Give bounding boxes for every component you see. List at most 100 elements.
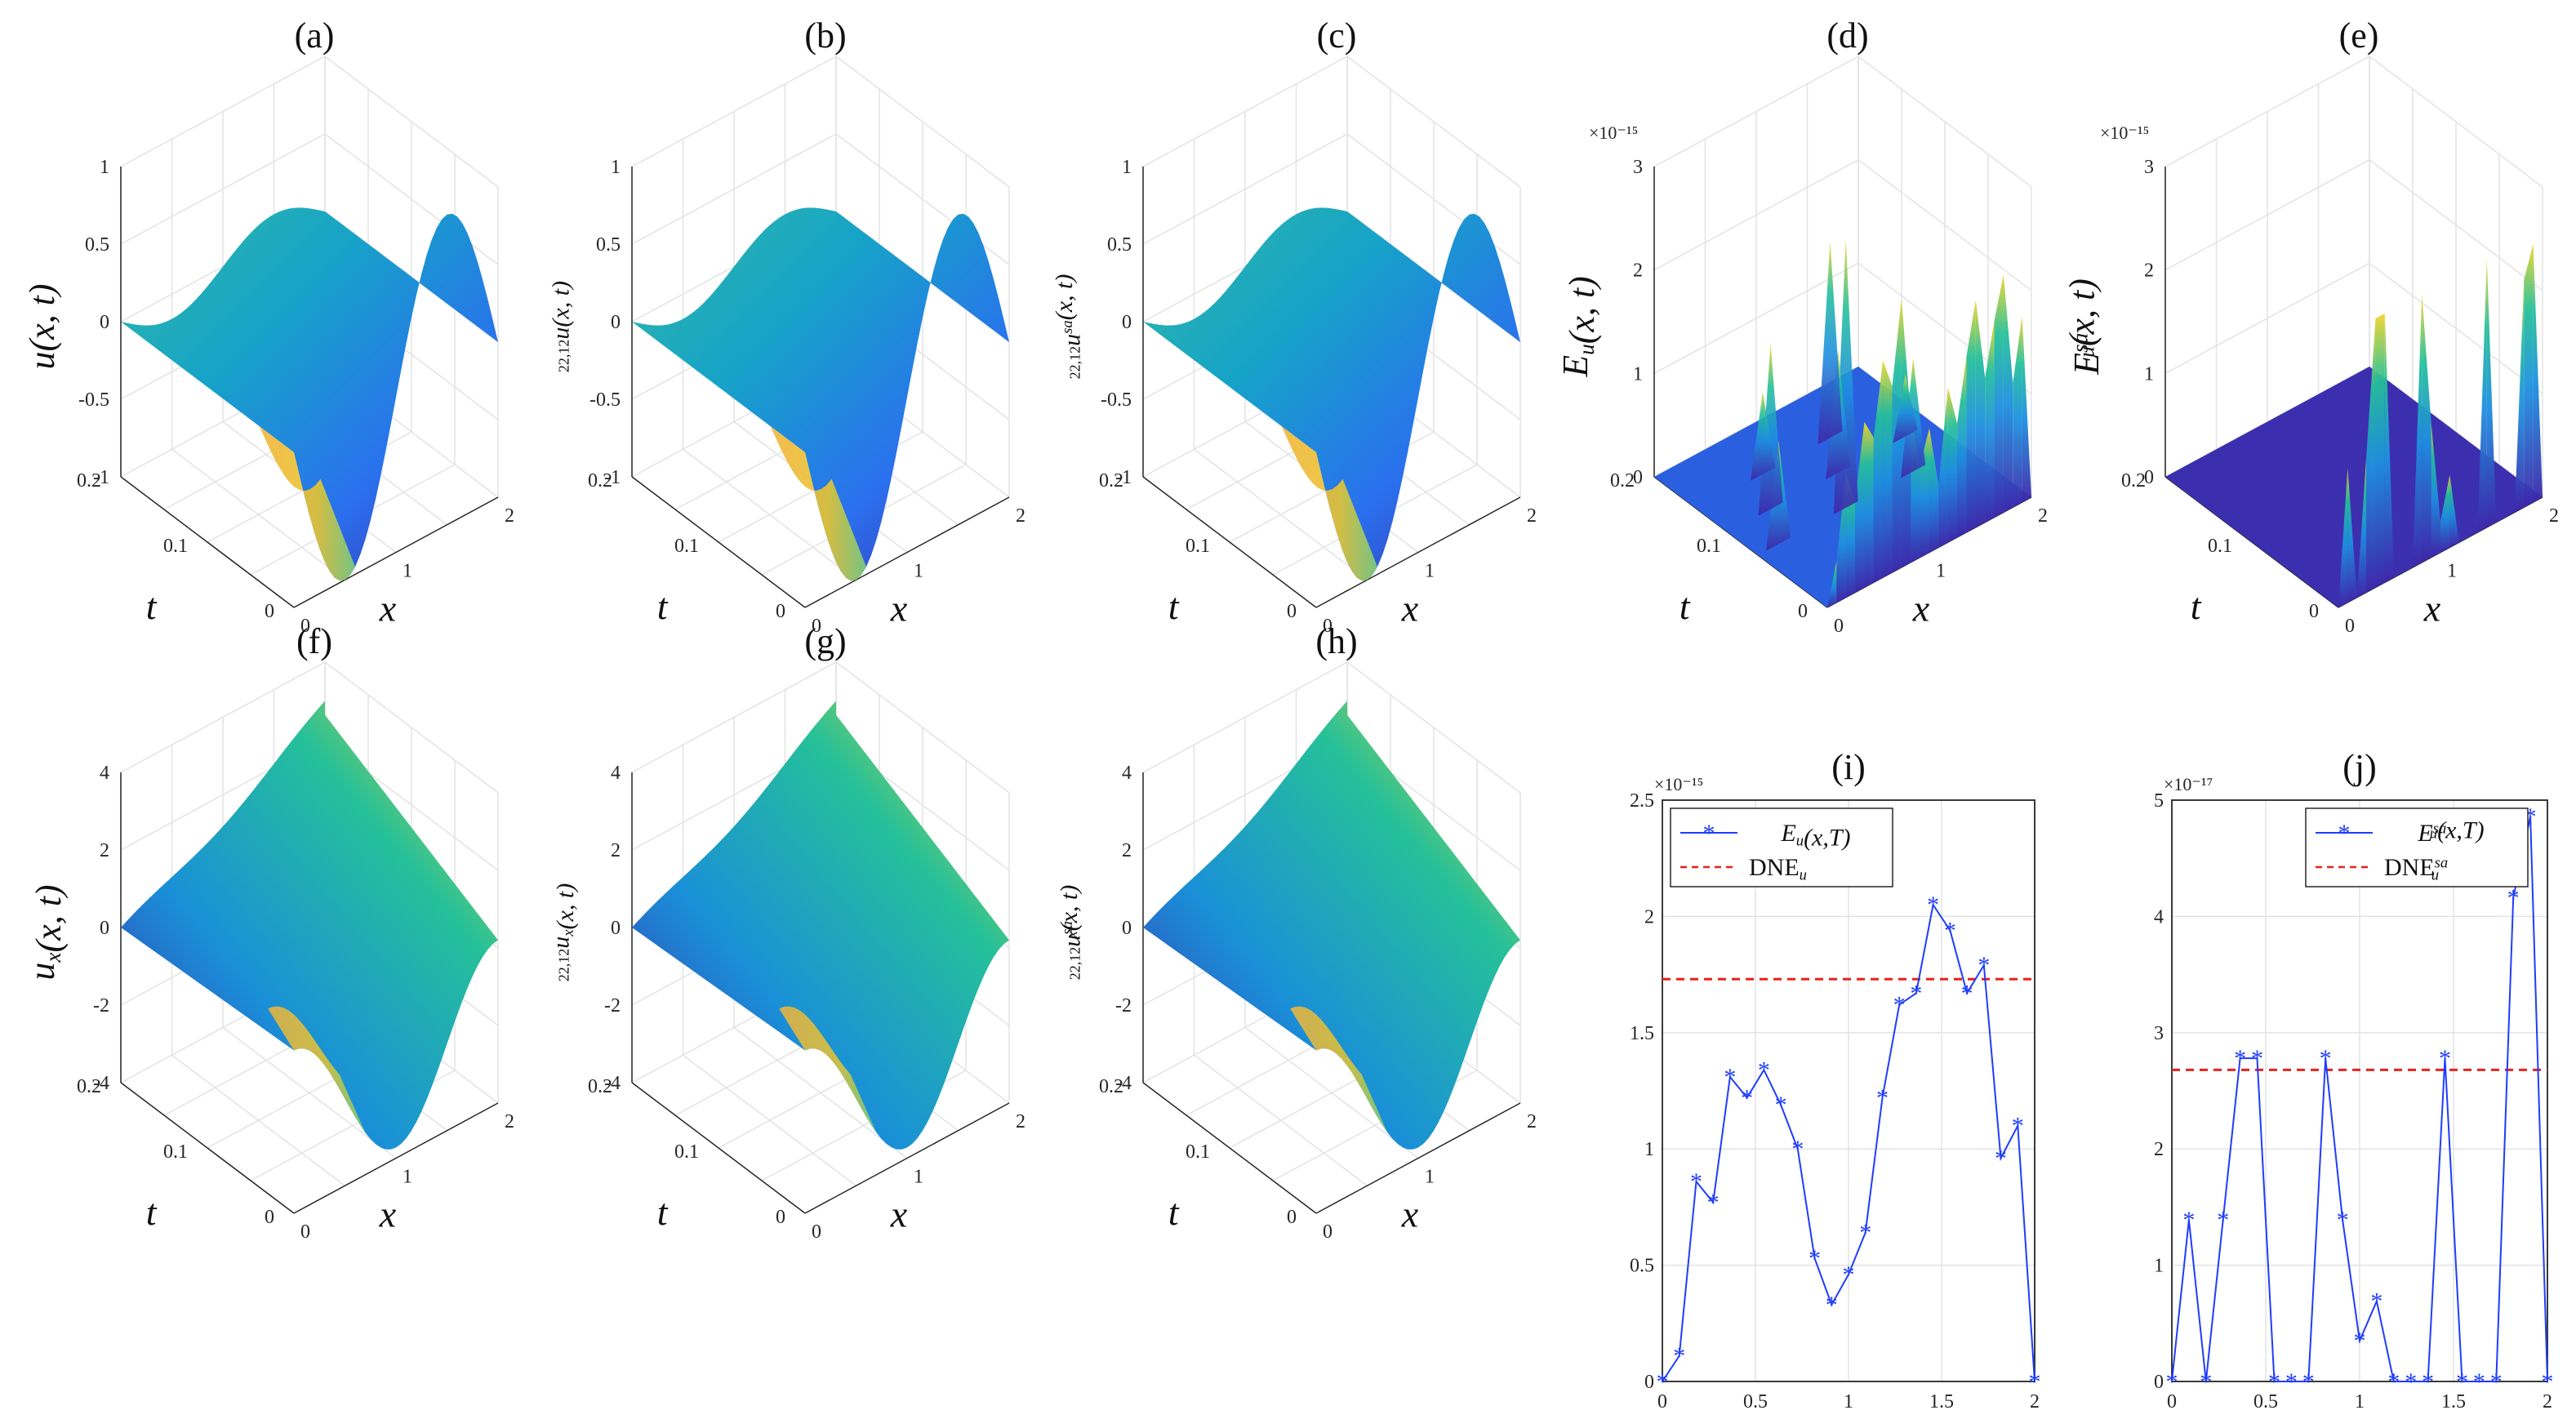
data-point: *	[2405, 1368, 2417, 1395]
z-tick-label: -2	[93, 995, 109, 1017]
grid-line-z-a-1	[631, 133, 837, 245]
legend-box	[1670, 807, 1893, 887]
z-tick-label: 2	[1633, 260, 1643, 282]
panel-title: (c)	[1317, 16, 1357, 56]
x-tick-label: 2	[1016, 505, 1026, 527]
surface-spike-front-21	[2533, 243, 2543, 503]
surface-spike-front-18	[1994, 274, 2004, 518]
grid-line-z-a-0	[120, 56, 326, 167]
surface-spike-front-4	[2375, 313, 2385, 588]
x-tick-label: 1	[914, 1167, 923, 1188]
legend: * Eu(x,T)DNEu	[1670, 807, 1893, 887]
grid-line-z-b-0	[324, 661, 499, 794]
surface-spike-front-19	[2514, 279, 2525, 513]
data-point: *	[2370, 1288, 2382, 1315]
z-tick-label: 0.5	[1107, 234, 1132, 256]
surface-fold	[1281, 426, 1377, 581]
x-tick-label: 2	[2038, 505, 2048, 527]
t-axis-line	[631, 1082, 806, 1214]
z-tick-label: 4	[1122, 763, 1132, 784]
grid-line-z-b-0	[2369, 56, 2543, 188]
z-exponent-label: ×10⁻¹⁵	[1589, 122, 1638, 143]
t-axis-label: t	[1168, 1191, 1180, 1233]
panel-e: (e) 3 2 1 0 ×10⁻¹⁵ 0 1 2 0 0.1 0.2 x t Esau(x, t)	[2062, 16, 2559, 637]
grid-line-z-a-0	[1142, 661, 1348, 773]
t-axis-label: t	[146, 1191, 158, 1233]
data-point: *	[2354, 1328, 2366, 1355]
data-point: *	[2268, 1368, 2280, 1395]
panel-d: (d) 3 2 1 0 ×10⁻¹⁵ 0 1 2 0 0.1 0.2 x t Eu(x, t)	[1555, 16, 2048, 637]
x-tick-label: 2	[2543, 1391, 2552, 1412]
y-tick-label: 0.5	[1630, 1256, 1654, 1277]
surface-spike-front-8	[2412, 293, 2423, 567]
x-tick-label: 1	[1425, 561, 1435, 582]
data-point: *	[2285, 1368, 2298, 1395]
grid-line-z-a-0	[120, 661, 326, 773]
data-point: *	[1707, 1190, 1720, 1217]
data-point: *	[2439, 1045, 2451, 1072]
plot-frame	[2171, 799, 2548, 1382]
surface-spike-front-3	[2366, 318, 2376, 593]
surface-spike-front-3	[1855, 421, 1865, 593]
z-tick-label: 0	[1122, 918, 1132, 939]
data-point: *	[2456, 1368, 2468, 1395]
surface-spike-front-0	[1827, 561, 1837, 607]
surface-bump-7	[1893, 374, 1918, 443]
surface-spike-front-20	[2013, 316, 2022, 508]
panel-title: (e)	[2339, 16, 2379, 56]
x-axis-label: x	[890, 588, 908, 629]
z-tick-label: 0.5	[596, 234, 621, 256]
surface-bump-5	[1817, 241, 1843, 445]
surface-spike-front-11	[2440, 474, 2450, 553]
x-axis-label: x	[2351, 1418, 2369, 1428]
t-tick-label: 0	[265, 1207, 274, 1228]
grid-line-z-b-0	[324, 56, 499, 188]
surface-spike-front-15	[1966, 300, 1976, 532]
data-point: *	[1910, 980, 1922, 1007]
grid-line-z-b-0	[1346, 56, 1521, 188]
t-tick-label: 0	[265, 601, 274, 622]
grid-line-z-b-0	[835, 56, 1010, 188]
t-axis-line	[631, 476, 806, 608]
grid-line-z-a-0	[631, 56, 837, 167]
t-tick-label: 0.2	[1099, 470, 1123, 492]
t-tick-label: 0	[1798, 601, 1808, 622]
t-tick-label: 0.2	[588, 470, 612, 492]
t-axis-line	[120, 1082, 295, 1214]
grid-line-z-b-0	[1346, 661, 1521, 794]
z-tick-label: -4	[1115, 1073, 1132, 1094]
z-axis-label: Eu(x, t)	[1555, 276, 1602, 378]
z-tick-label: 0	[100, 918, 109, 939]
t-tick-label: 0.1	[2208, 536, 2232, 557]
x-tick-label: 2	[1527, 505, 1537, 527]
x-tick-label: 0	[812, 616, 821, 637]
grid-line-z-a-2	[1653, 262, 1859, 374]
panel-h: (h) 4 2 0 -2 -4 0 1 2 0 0.1 0.2 x t 22,12usax(x, t)	[1056, 621, 1537, 1243]
y-exponent-label: ×10⁻¹⁷	[2164, 774, 2213, 794]
x-tick-label: 2	[1016, 1111, 1026, 1132]
z-tick-label: 1	[100, 157, 109, 178]
grid-line-z-a-0	[2164, 56, 2370, 167]
x-tick-label: 1	[403, 561, 412, 582]
line-chart-i: 00.511.5200.511.522.5(i)×10⁻¹⁵x*********…	[1630, 747, 2041, 1428]
z-tick-label: 3	[2144, 157, 2154, 178]
z-axis-label: 22,12ux(x, t)	[548, 883, 580, 981]
x-axis-line	[293, 1102, 499, 1214]
series-line	[1662, 902, 2035, 1382]
data-point: *	[2387, 1368, 2400, 1395]
surface-fold	[1290, 1006, 1388, 1133]
x-axis-label: x	[1401, 588, 1419, 629]
t-tick-label: 0	[2309, 601, 2319, 622]
legend-label-dne: DNEsa u	[2384, 854, 2448, 884]
z-tick-label: 0	[100, 312, 109, 333]
data-point: *	[2234, 1045, 2246, 1072]
data-point: *	[2217, 1207, 2229, 1234]
grid-line-z-a-1	[2164, 159, 2370, 271]
z-tick-label: -2	[604, 995, 621, 1017]
data-point: *	[1741, 1085, 1753, 1112]
x-axis-line	[293, 496, 499, 608]
z-axis-label: 22,12u(x, t)	[548, 281, 575, 372]
legend-label-dne: DNEu	[1749, 854, 1807, 884]
surface-spike-front-16	[1975, 300, 1986, 527]
